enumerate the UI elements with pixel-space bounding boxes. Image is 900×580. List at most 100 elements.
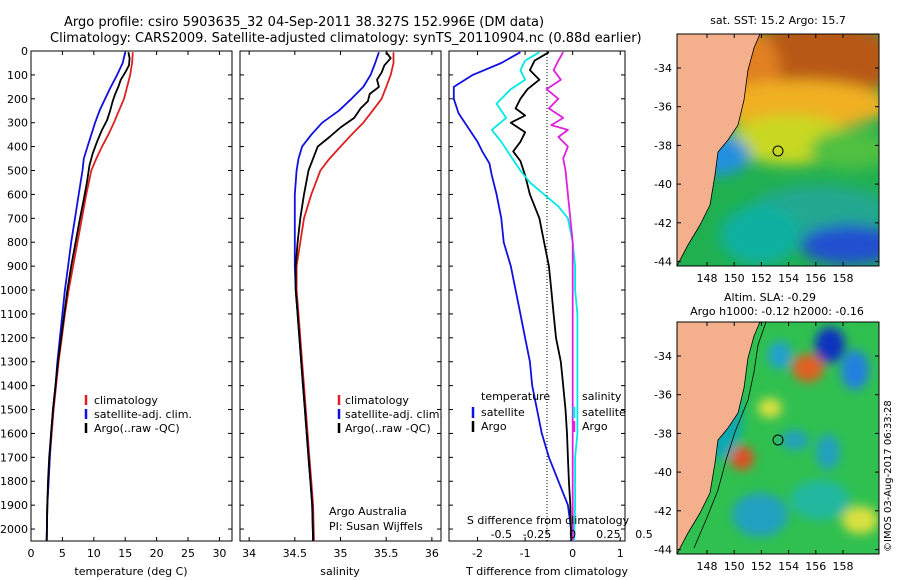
y-tick-label: 1500 bbox=[0, 404, 28, 417]
series-line-t-argo bbox=[509, 51, 573, 541]
legend-label-satellite: satellite-adj. clim. bbox=[345, 408, 443, 421]
lon-tick-label: 156 bbox=[805, 560, 826, 573]
y-tick-label: 1600 bbox=[0, 427, 28, 440]
legend-label-t-satellite: satellite bbox=[481, 406, 525, 419]
y-tick-label: 1400 bbox=[0, 380, 28, 393]
s-difference-tick-label: -0.5 bbox=[491, 528, 512, 541]
legend-label-argo: Argo(..raw -QC) bbox=[345, 422, 431, 435]
legend-label-t-argo: Argo bbox=[481, 420, 507, 433]
sst-map: sat. SST: 15.2 Argo: 15.7 -34 -36 -38 -40 -4… bbox=[654, 14, 880, 285]
lon-tick-label: 150 bbox=[724, 560, 745, 573]
imos-credit: ©IMOS 03-Aug-2017 06:33:28 bbox=[883, 400, 894, 552]
s-difference-tick-label: -0.25 bbox=[523, 528, 551, 541]
lat-tick-label: -34 bbox=[654, 350, 672, 363]
legend-label-satellite: satellite-adj. clim. bbox=[94, 408, 192, 421]
sla-map-ticks: -34 -36 -38 -40 -42 -44 148 150 152 154 156 158 bbox=[654, 322, 879, 573]
y-tick-label: 1700 bbox=[0, 451, 28, 464]
lon-tick-label: 154 bbox=[778, 272, 799, 285]
y-tick-label: 1300 bbox=[0, 356, 28, 369]
sla-map-image bbox=[677, 322, 879, 554]
figure-title-line2: Climatology: CARS2009. Satellite-adjuste… bbox=[50, 31, 642, 46]
s-difference-ticks: -0.5 -0.25 0 0.25 0.5 bbox=[491, 528, 653, 541]
land-mass bbox=[677, 322, 761, 554]
temperature-legend: climatology satellite-adj. clim. Argo(..… bbox=[84, 394, 192, 435]
x-tick-label: 30 bbox=[212, 547, 226, 560]
legend-label-climatology: climatology bbox=[94, 394, 158, 407]
sst-map-ticks: -34 -36 -38 -40 -42 -44 148 150 152 154 156 158 bbox=[654, 34, 879, 285]
lat-tick-label: -42 bbox=[654, 217, 672, 230]
land-mass bbox=[677, 34, 761, 266]
x-tick-label: 34.5 bbox=[283, 547, 308, 560]
x-tick-label: 25 bbox=[181, 547, 195, 560]
t-difference-xlabel: T difference from climatology bbox=[465, 565, 628, 578]
legend-label-s-argo: Argo bbox=[582, 420, 608, 433]
series-line-satellite-adj-clim bbox=[293, 51, 380, 541]
legend-label-climatology: climatology bbox=[345, 394, 409, 407]
y-tick-label: 600 bbox=[7, 188, 28, 201]
x-tick-label: 35.5 bbox=[374, 547, 399, 560]
lon-tick-label: 158 bbox=[833, 272, 854, 285]
x-tick-label: 0 bbox=[28, 547, 35, 560]
lat-tick-label: -44 bbox=[654, 544, 672, 557]
series-line-climatology bbox=[45, 52, 134, 541]
s-difference-tick-label: 0.5 bbox=[635, 528, 653, 541]
s-difference-tick-label: 0.25 bbox=[596, 528, 621, 541]
s-difference-label: S difference from climatology bbox=[467, 514, 630, 527]
argo-australia-label: Argo Australia bbox=[329, 505, 407, 518]
sla-map-title: Altim. SLA: -0.29 bbox=[724, 291, 816, 304]
y-tick-label: 1900 bbox=[0, 499, 28, 512]
salinity-axes-frame bbox=[239, 50, 442, 542]
lat-tick-label: -38 bbox=[654, 427, 672, 440]
lon-tick-label: 148 bbox=[697, 272, 718, 285]
float-location-marker bbox=[772, 434, 784, 446]
series-line-s-argo bbox=[545, 51, 574, 541]
y-tick-label: 300 bbox=[7, 117, 28, 130]
lat-tick-label: -42 bbox=[654, 505, 672, 518]
lon-tick-label: 148 bbox=[697, 560, 718, 573]
salinity-panel: 34 34.5 35 35.5 36 salinity climatology sate… bbox=[239, 50, 443, 578]
float-location-marker bbox=[772, 145, 784, 157]
sst-map-title: sat. SST: 15.2 Argo: 15.7 bbox=[710, 14, 846, 27]
y-tick-label: 700 bbox=[7, 212, 28, 225]
x-tick-label: 5 bbox=[59, 547, 66, 560]
lat-tick-label: -36 bbox=[654, 101, 672, 114]
y-tick-label: 900 bbox=[7, 260, 28, 273]
sla-map: Altim. SLA: -0.29 Argo h1000: -0.12 h200… bbox=[654, 291, 880, 573]
y-tick-label: 0 bbox=[21, 45, 28, 58]
sla-map-subtitle: Argo h1000: -0.12 h2000: -0.16 bbox=[690, 305, 864, 318]
legend-title-temperature: temperature bbox=[481, 390, 550, 403]
lon-tick-label: 152 bbox=[751, 272, 772, 285]
lat-tick-label: -38 bbox=[654, 139, 672, 152]
x-tick-label: 1 bbox=[617, 547, 624, 560]
x-tick-label: 0 bbox=[569, 547, 576, 560]
difference-ticks: -2 -1 0 1 bbox=[449, 50, 625, 560]
temperature-ticks: 0 5 10 15 20 25 300100200300400500600700800900… bbox=[0, 45, 232, 560]
salinity-legend: climatology satellite-adj. clim. Argo(..… bbox=[337, 394, 443, 435]
lon-tick-label: 154 bbox=[778, 560, 799, 573]
y-tick-label: 800 bbox=[7, 236, 28, 249]
series-line-argo-raw-qc bbox=[294, 51, 392, 541]
difference-axes-frame bbox=[448, 50, 626, 542]
lon-tick-label: 156 bbox=[805, 272, 826, 285]
y-tick-label: 400 bbox=[7, 141, 28, 154]
y-tick-label: 1100 bbox=[0, 308, 28, 321]
series-line-climatology bbox=[295, 52, 395, 541]
figure-title-line1: Argo profile: csiro 5903635_32 04-Sep-20… bbox=[64, 15, 544, 30]
x-tick-label: 36 bbox=[425, 547, 439, 560]
lat-tick-label: -34 bbox=[654, 62, 672, 75]
difference-lines bbox=[452, 51, 579, 541]
salinity-ticks: 34 34.5 35 35.5 36 bbox=[240, 50, 441, 560]
series-line-s-satellite bbox=[490, 51, 579, 541]
y-tick-label: 200 bbox=[7, 93, 28, 106]
pi-label: PI: Susan Wijffels bbox=[329, 520, 423, 533]
y-tick-label: 2000 bbox=[0, 523, 28, 536]
lon-tick-label: 150 bbox=[724, 272, 745, 285]
temperature-panel: 0 5 10 15 20 25 300100200300400500600700800900… bbox=[0, 45, 233, 578]
series-line-t-satellite bbox=[452, 51, 574, 541]
x-tick-label: -2 bbox=[472, 547, 483, 560]
y-tick-label: 1800 bbox=[0, 475, 28, 488]
x-tick-label: 34 bbox=[242, 547, 256, 560]
temperature-lines bbox=[45, 51, 134, 541]
lat-tick-label: -40 bbox=[654, 178, 672, 191]
